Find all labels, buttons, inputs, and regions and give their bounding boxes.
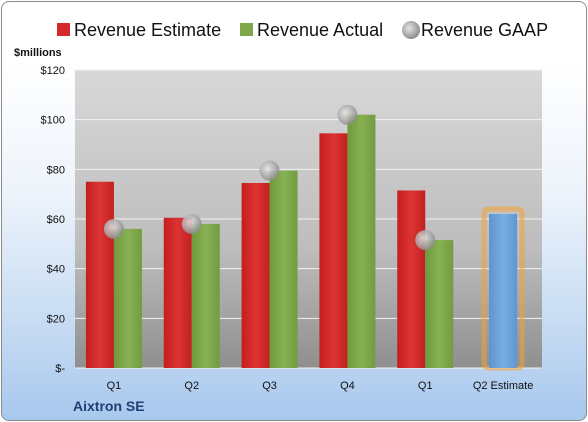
company-name: Aixtron SE	[73, 398, 145, 414]
x-tick-label: Q2	[184, 380, 199, 392]
dot-revenue-gaap	[181, 213, 202, 234]
bar-revenue-actual	[347, 114, 376, 368]
x-tick-label: Q2 Estimate	[473, 380, 534, 392]
bar-revenue-estimate	[241, 182, 270, 368]
y-axis-label: $millions	[14, 47, 62, 59]
bar-revenue-actual	[425, 240, 454, 368]
dot-revenue-gaap	[259, 160, 280, 181]
legend-label: Revenue Estimate	[74, 20, 221, 40]
bar-revenue-estimate	[397, 190, 426, 368]
bar-revenue-actual	[191, 223, 220, 368]
bar-revenue-estimate	[163, 217, 192, 368]
y-tick-label: $100	[41, 115, 65, 127]
legend-swatch	[57, 23, 70, 36]
x-tick-label: Q1	[418, 380, 433, 392]
y-tick-label: $40	[47, 264, 65, 276]
legend-label: Revenue Actual	[257, 20, 383, 40]
dot-revenue-gaap	[103, 218, 124, 239]
bar-revenue-estimate	[319, 133, 348, 368]
bar-revenue-estimate	[85, 181, 114, 368]
y-tick-label: $60	[47, 214, 65, 226]
y-tick-label: $20	[47, 313, 65, 325]
x-tick-label: Q4	[340, 380, 355, 392]
bar-revenue-actual	[269, 170, 298, 368]
y-tick-label: $120	[41, 65, 65, 77]
dot-revenue-gaap	[337, 104, 358, 125]
legend-swatch-revenue-gaap	[402, 21, 420, 39]
y-tick-label: $80	[47, 164, 65, 176]
bar-revenue-actual	[113, 228, 142, 368]
x-tick-label: Q3	[262, 380, 277, 392]
bar-revenue-projection	[489, 214, 518, 368]
y-tick-label: $-	[55, 363, 65, 375]
legend-label: Revenue GAAP	[421, 20, 548, 40]
legend-swatch	[240, 23, 253, 36]
dot-revenue-gaap	[415, 230, 436, 251]
x-tick-label: Q1	[107, 380, 122, 392]
